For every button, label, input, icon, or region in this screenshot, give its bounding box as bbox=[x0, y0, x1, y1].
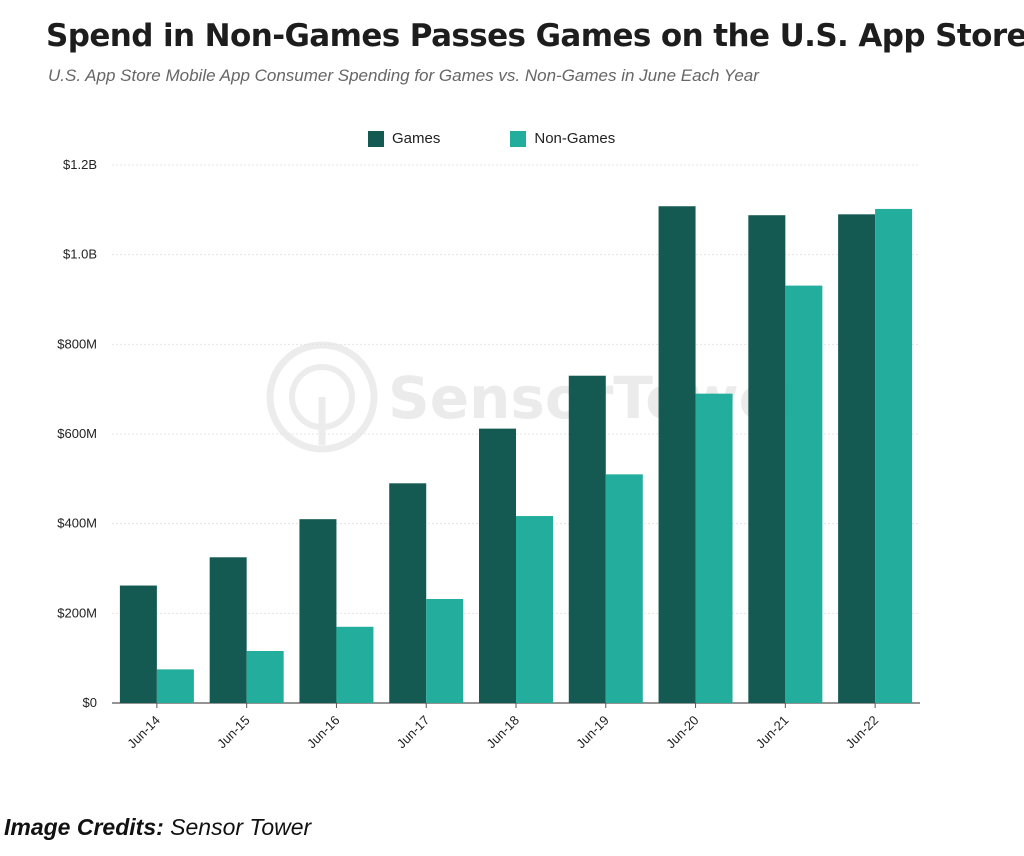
chart-subtitle: U.S. App Store Mobile App Consumer Spend… bbox=[48, 66, 759, 85]
watermark-logo-part bbox=[266, 341, 378, 453]
y-tick-label: $800M bbox=[57, 336, 97, 351]
bar-non-games bbox=[246, 650, 284, 703]
legend-swatch-games bbox=[368, 130, 384, 147]
x-tick-label: Jun-21 bbox=[753, 713, 792, 752]
credits-label: Image Credits: bbox=[4, 814, 164, 840]
legend-item-games: Games bbox=[368, 130, 440, 147]
credits-source: Sensor Tower bbox=[170, 814, 312, 840]
legend-swatch-non-games bbox=[510, 130, 527, 147]
bar-non-games bbox=[695, 393, 733, 703]
y-tick-label: $600M bbox=[57, 426, 97, 441]
bar-games bbox=[838, 214, 876, 704]
chart-legend: Games Non-Games bbox=[368, 130, 685, 147]
bar-games bbox=[389, 483, 427, 703]
legend-label-games: Games bbox=[392, 130, 441, 147]
y-tick-label: $0 bbox=[83, 695, 97, 710]
y-tick-label: $1.2B bbox=[63, 157, 97, 172]
legend-label-non-games: Non-Games bbox=[534, 130, 616, 147]
chart-title: Spend in Non-Games Passes Games on the U… bbox=[46, 18, 1024, 54]
watermark bbox=[266, 341, 378, 453]
y-tick-label: $400M bbox=[57, 516, 97, 531]
x-tick-label: Jun-16 bbox=[304, 713, 343, 752]
bar-games bbox=[119, 585, 157, 703]
bar-games bbox=[299, 519, 337, 703]
bar-games bbox=[748, 215, 786, 704]
legend-item-non-games: Non-Games bbox=[510, 130, 615, 147]
bar-non-games bbox=[156, 669, 194, 703]
bar-games bbox=[568, 375, 606, 703]
x-tick-label: Jun-15 bbox=[214, 713, 253, 752]
x-tick-label: Jun-17 bbox=[394, 713, 433, 752]
x-tick-label: Jun-22 bbox=[843, 713, 882, 752]
y-tick-label: $200M bbox=[57, 605, 97, 620]
image-credits: Image Credits: Sensor Tower bbox=[4, 814, 311, 841]
bar-games bbox=[209, 557, 247, 703]
x-tick-label: Jun-20 bbox=[663, 713, 702, 752]
bar-non-games bbox=[336, 626, 374, 703]
bar-chart: SensorTower$0$200M$400M$600M$800M$1.0B$1… bbox=[57, 157, 920, 752]
bar-non-games bbox=[605, 474, 643, 703]
bar-games bbox=[658, 206, 696, 703]
y-tick-label: $1.0B bbox=[63, 247, 97, 262]
bar-non-games bbox=[516, 516, 553, 703]
x-tick-label: Jun-19 bbox=[573, 713, 612, 752]
bar-non-games bbox=[875, 208, 913, 704]
bar-games bbox=[479, 428, 516, 703]
x-tick-label: Jun-18 bbox=[483, 713, 522, 752]
x-tick-label: Jun-14 bbox=[124, 713, 163, 752]
bar-non-games bbox=[426, 598, 464, 703]
bar-non-games bbox=[785, 285, 823, 703]
